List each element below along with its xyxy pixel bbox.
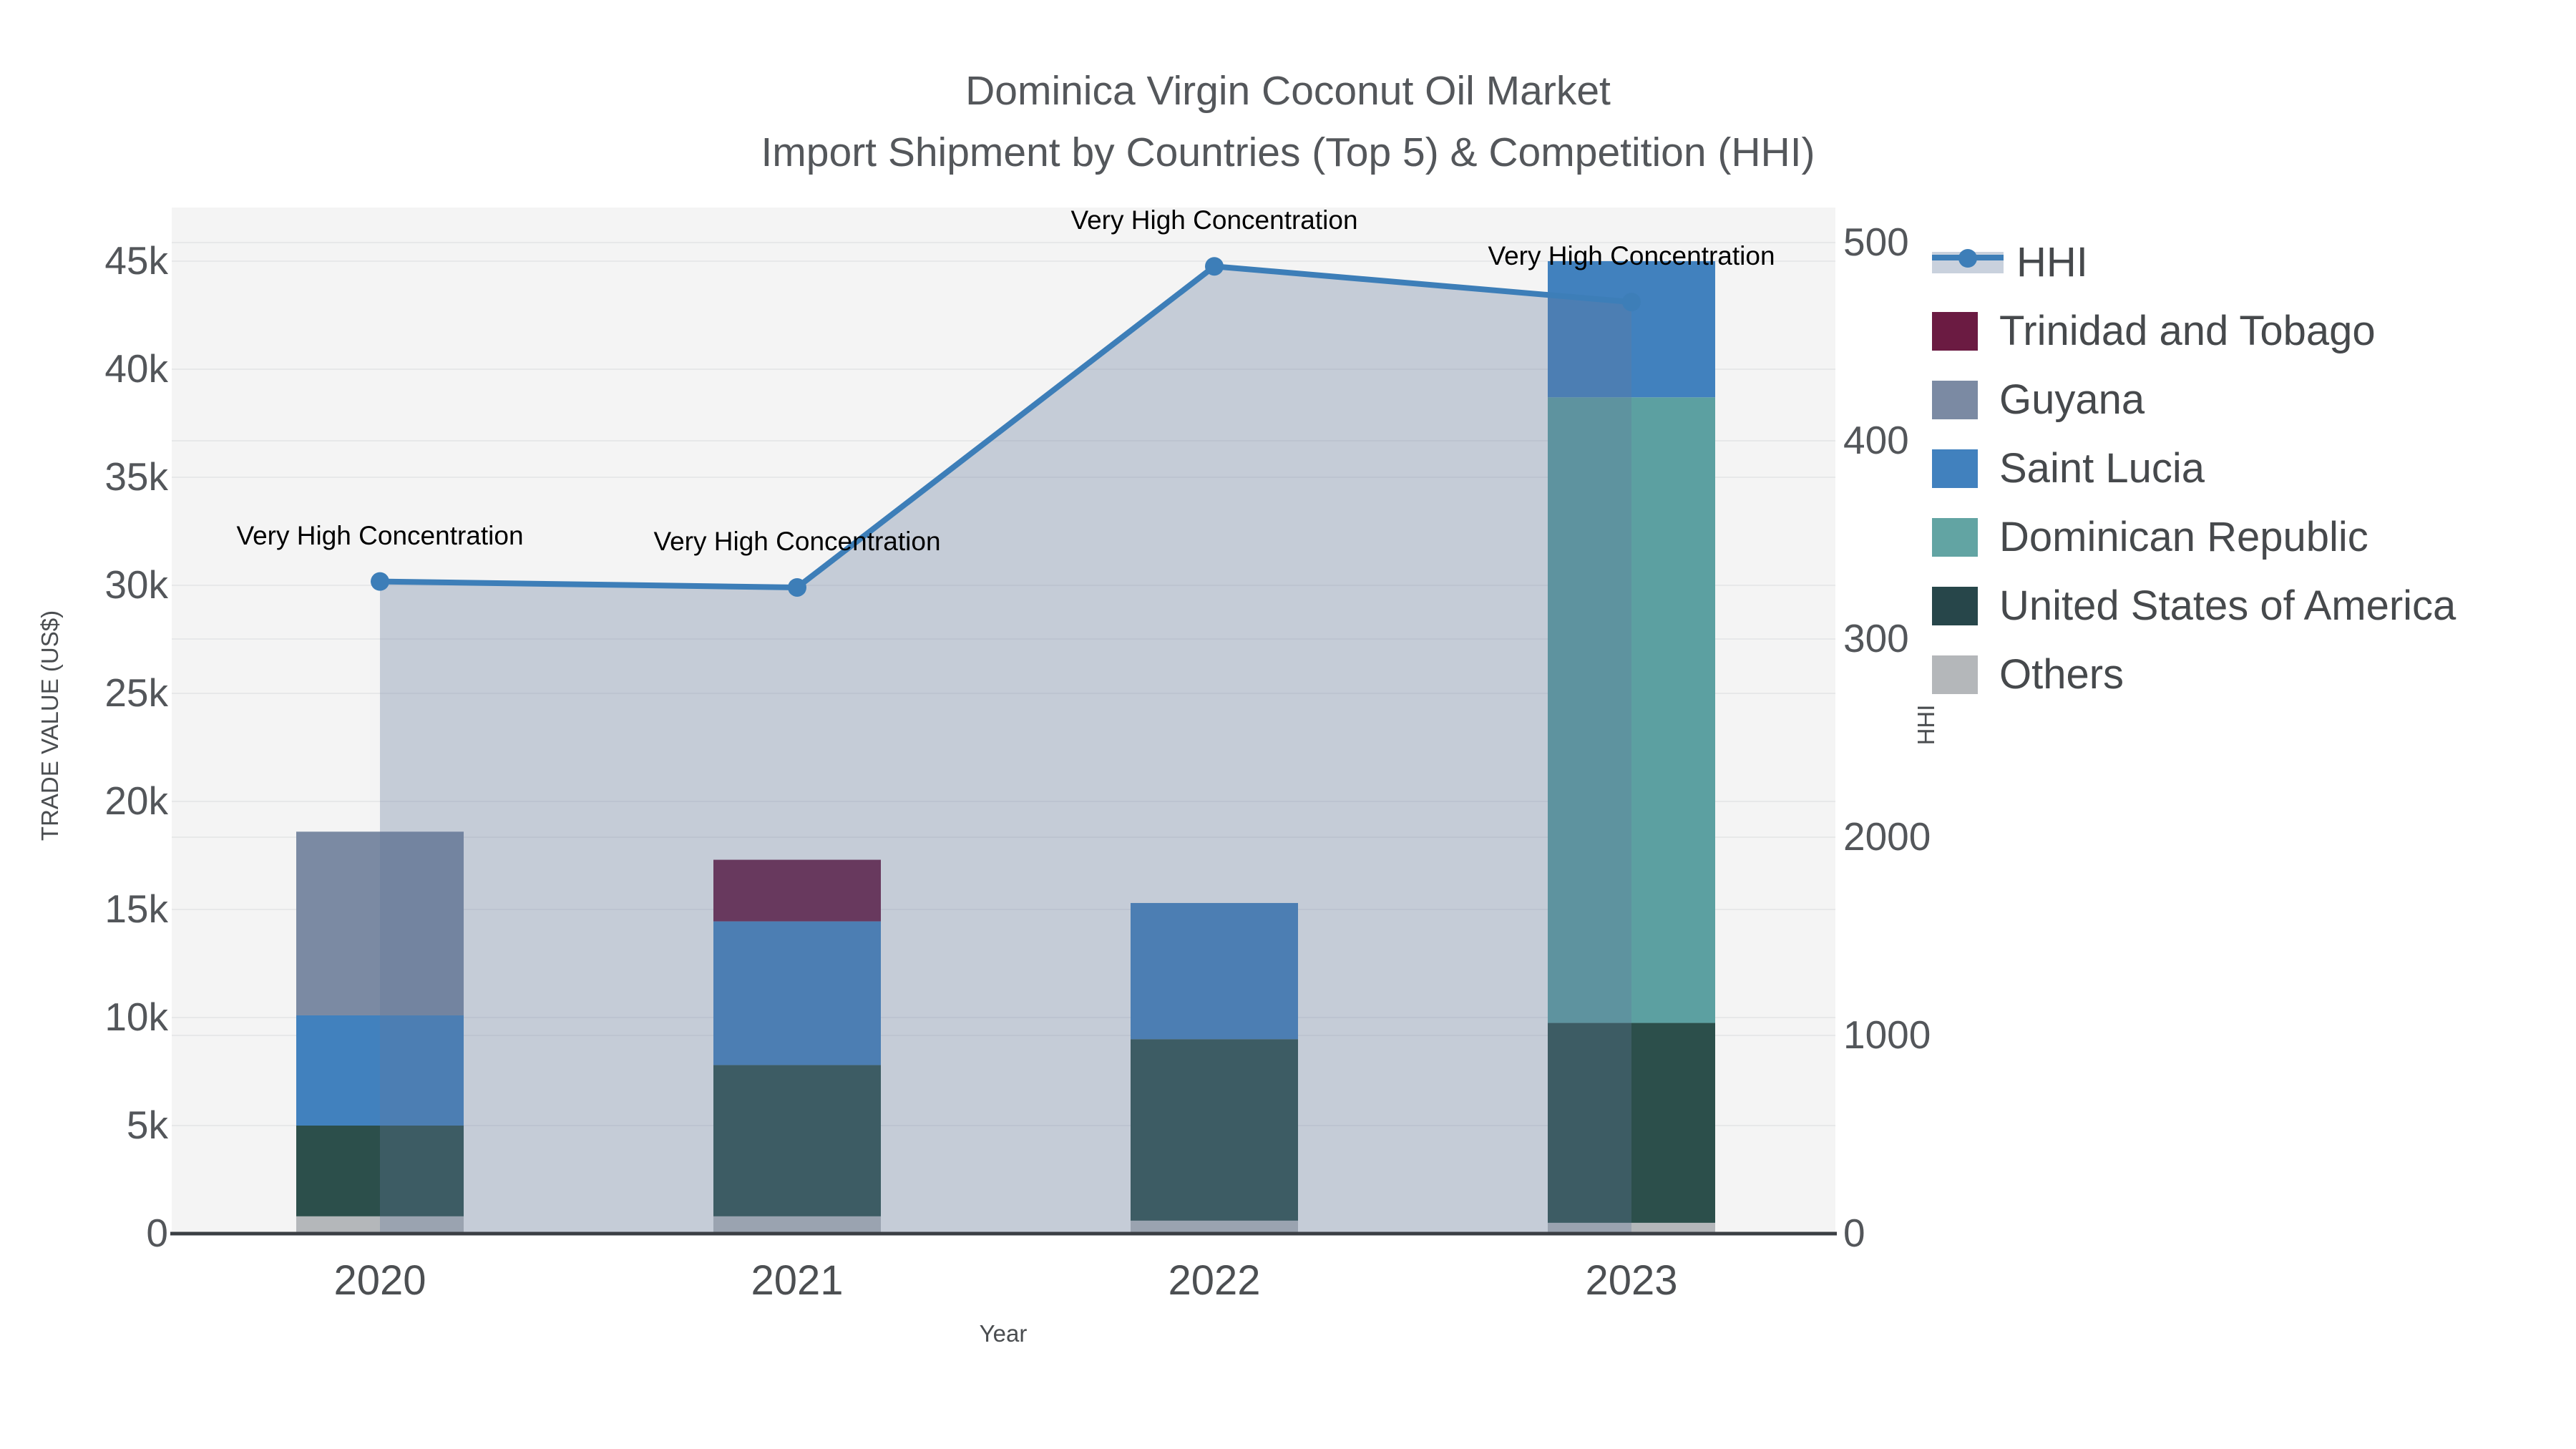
annotation-2021: Very High Concentration <box>653 526 941 556</box>
hhi-marker-2020[interactable] <box>371 572 389 591</box>
legend: HHI Trinidad and Tobago Guyana Saint Lucia D… <box>1932 228 2456 709</box>
hhi-marker-2022[interactable] <box>1205 257 1224 276</box>
bar-segment-2021-saint-lucia[interactable] <box>713 921 881 1065</box>
x-tick-2023: 2023 <box>1585 1257 1678 1304</box>
legend-label: Guyana <box>1999 376 2145 423</box>
y-axis-title-left: TRADE VALUE (US$) <box>36 610 63 841</box>
legend-item-dominican-republic[interactable]: Dominican Republic <box>1932 503 2456 572</box>
legend-item-others[interactable]: Others <box>1932 640 2456 709</box>
legend-swatch-icon <box>1932 587 1978 625</box>
bar-segment-2020-others[interactable] <box>296 1216 464 1234</box>
bar-segment-2022-united-states-of-america[interactable] <box>1131 1039 1298 1221</box>
annotation-2020: Very High Concentration <box>236 520 524 550</box>
x-tick-2021: 2021 <box>751 1257 844 1304</box>
legend-label: HHI <box>2016 239 2088 286</box>
legend-swatch-icon <box>1932 518 1978 557</box>
y-left-tick-0: 0 <box>146 1211 168 1255</box>
hhi-area-fill <box>380 266 1631 1232</box>
chart-title: Dominica Virgin Coconut Oil Market <box>965 68 1611 114</box>
bar-segment-2023-united-states-of-america[interactable] <box>1548 1023 1715 1223</box>
bar-segment-2022-saint-lucia[interactable] <box>1131 902 1298 1040</box>
bar-segment-2021-united-states-of-america[interactable] <box>713 1065 881 1216</box>
bar-segment-2020-united-states-of-america[interactable] <box>296 1126 464 1216</box>
hhi-line <box>379 263 1632 590</box>
y-left-tick-10k: 10k <box>104 995 168 1039</box>
hhi-marker-2021[interactable] <box>788 577 806 597</box>
y-left-tick-15k: 15k <box>104 887 168 931</box>
bar-segment-2023-others[interactable] <box>1548 1222 1715 1234</box>
y-left-tick-45k: 45k <box>104 238 168 283</box>
legend-swatch-icon <box>1932 449 1978 488</box>
y-right-tick-0: 0 <box>1843 1211 1865 1255</box>
bar-segment-2021-trinidad-and-tobago[interactable] <box>713 859 881 922</box>
legend-label: Trinidad and Tobago <box>1999 308 2376 354</box>
y-left-tick-5k: 5k <box>126 1103 168 1147</box>
y-right-tick-400: 400 <box>1843 418 1909 462</box>
legend-item-hhi[interactable]: HHI <box>1932 228 2456 297</box>
y-axis-title-right: HHI <box>1913 704 1939 746</box>
x-axis-title: Year <box>979 1320 1028 1347</box>
y-right-tick-1000: 1000 <box>1843 1013 1931 1057</box>
bar-segment-2021-others[interactable] <box>713 1216 881 1234</box>
annotation-2022: Very High Concentration <box>1070 205 1358 235</box>
annotation-2023: Very High Concentration <box>1488 241 1775 271</box>
legend-label: Saint Lucia <box>1999 445 2205 492</box>
bar-segment-2023-saint-lucia[interactable] <box>1548 261 1715 398</box>
bar-segment-2020-saint-lucia[interactable] <box>296 1015 464 1126</box>
legend-swatch-icon <box>1932 655 1978 694</box>
bar-segment-2022-others[interactable] <box>1131 1220 1298 1234</box>
y-right-tick-2000: 2000 <box>1843 814 1931 859</box>
y-left-tick-35k: 35k <box>104 454 168 499</box>
x-tick-2022: 2022 <box>1168 1257 1261 1304</box>
hhi-marker-2023[interactable] <box>1622 293 1641 312</box>
legend-label: Dominican Republic <box>1999 514 2368 560</box>
y-left-tick-30k: 30k <box>104 562 168 607</box>
legend-label: Others <box>1999 651 2124 698</box>
y-right-tick-500: 500 <box>1843 220 1909 264</box>
legend-swatch-icon <box>1932 381 1978 419</box>
x-tick-2020: 2020 <box>333 1257 426 1304</box>
legend-label: United States of America <box>1999 582 2457 629</box>
bar-segment-2020-guyana[interactable] <box>296 831 464 1015</box>
legend-item-saint-lucia[interactable]: Saint Lucia <box>1932 434 2456 503</box>
bar-segment-2023-dominican-republic[interactable] <box>1548 397 1715 1023</box>
y-left-tick-40k: 40k <box>104 346 168 391</box>
y-right-tick-300: 300 <box>1843 616 1909 660</box>
y-left-tick-20k: 20k <box>104 779 168 823</box>
legend-item-guyana[interactable]: Guyana <box>1932 366 2456 434</box>
hhi-line-icon <box>1932 249 2004 276</box>
chart-subtitle: Import Shipment by Countries (Top 5) & C… <box>761 130 1815 175</box>
legend-item-trinidad-and-tobago[interactable]: Trinidad and Tobago <box>1932 297 2456 366</box>
legend-swatch-icon <box>1932 312 1978 351</box>
y-left-tick-25k: 25k <box>104 670 168 715</box>
legend-item-united-states-of-america[interactable]: United States of America <box>1932 572 2456 640</box>
